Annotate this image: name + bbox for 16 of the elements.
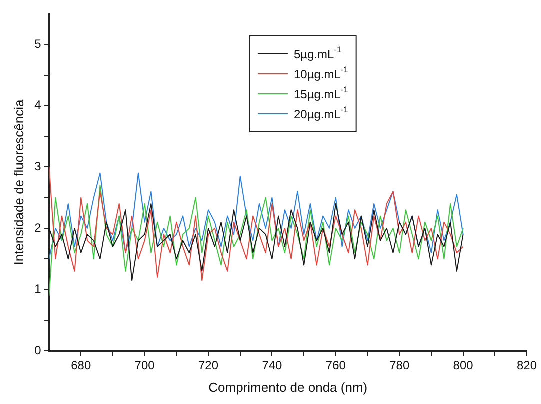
- y-axis-title: Intensidade de fluorescência: [11, 98, 26, 266]
- y-tick-label: 1: [34, 282, 42, 296]
- x-tick-label: 780: [390, 358, 410, 373]
- y-tick-label: 3: [34, 159, 42, 174]
- x-tick-label: 820: [516, 358, 538, 373]
- x-tick-label: 740: [262, 358, 283, 373]
- x-tick-label: 700: [134, 358, 156, 373]
- x-axis-title: Comprimento de onda (nm): [208, 380, 368, 395]
- x-tick-label: 800: [453, 358, 474, 373]
- x-tick-label: 720: [198, 358, 219, 373]
- x-tick-label: 760: [326, 358, 346, 373]
- y-tick-label: 4: [34, 98, 42, 112]
- y-tick-label: 5: [34, 36, 42, 51]
- y-tick-label: 0: [34, 343, 42, 358]
- x-tick-label: 680: [71, 358, 92, 373]
- y-tick-label: 2: [34, 220, 42, 235]
